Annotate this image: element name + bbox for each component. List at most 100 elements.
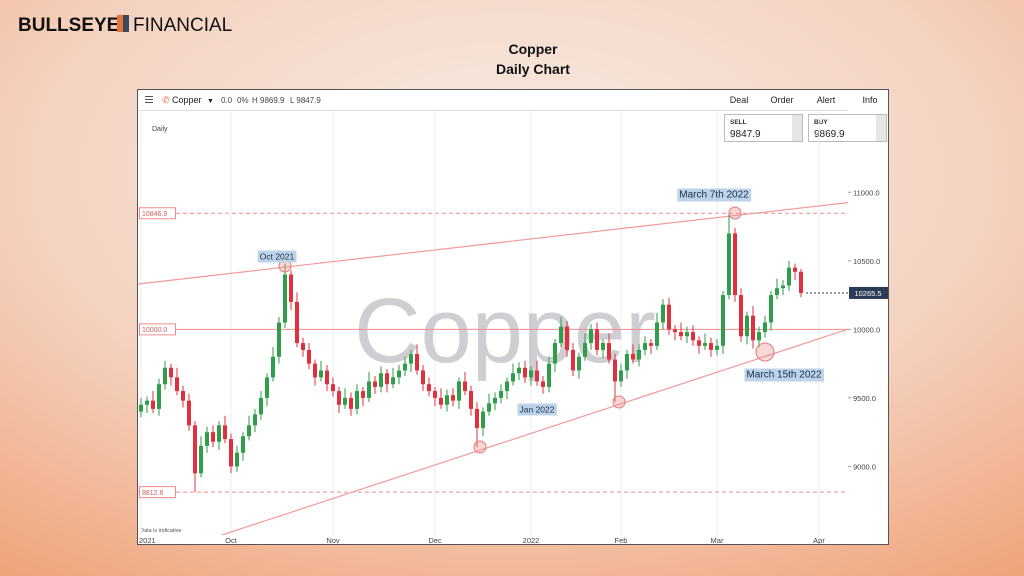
sell-label: SELL [730, 119, 747, 126]
brand-icon [123, 15, 129, 32]
candle-body [175, 377, 179, 392]
change: 0.0 [221, 96, 233, 105]
candle-body [511, 373, 515, 382]
candle-body [679, 332, 683, 337]
candle-body [481, 411, 485, 429]
last-price-label: 10265.5 [854, 289, 881, 298]
x-tick-label: 2022 [523, 536, 540, 545]
candle-body [241, 436, 245, 453]
candle-body [457, 381, 461, 401]
candle-body [691, 332, 695, 341]
x-tick-label: 2021 [139, 536, 156, 545]
candle-body [769, 295, 773, 323]
timeframe: Daily [152, 126, 168, 133]
candle-body [793, 267, 797, 272]
candle-body [349, 397, 353, 409]
candle-body [589, 329, 593, 344]
candle-body [643, 343, 647, 350]
sell-button[interactable]: SELL 9847.9 [724, 114, 803, 142]
candle-body [259, 397, 263, 415]
candle-body [715, 345, 719, 350]
candle-body [193, 425, 197, 474]
y-tick-label: 9000.0 [853, 462, 876, 471]
candle-body [217, 425, 221, 442]
trend-line [138, 201, 848, 285]
candle-body [439, 397, 443, 405]
annotation-box [744, 368, 824, 382]
candle-body [475, 408, 479, 429]
candle-body [343, 397, 347, 405]
candle-body [181, 391, 185, 401]
level-tag [139, 323, 176, 336]
candle-body [733, 233, 737, 296]
candle-body [151, 400, 155, 409]
candle-body [163, 367, 167, 385]
menu-item[interactable]: Order [770, 95, 793, 105]
candle-body [487, 403, 491, 412]
y-tick-label: 11000.0 [853, 188, 880, 197]
instrument-name[interactable]: Copper [172, 95, 202, 105]
menu-item[interactable]: Alert [817, 95, 836, 105]
candle-body [535, 370, 539, 382]
annotation-box [677, 188, 752, 202]
annotation: March 7th 2022 [679, 190, 749, 201]
candle-body [385, 373, 389, 385]
highlight [473, 440, 487, 454]
candle-body [625, 354, 629, 371]
candle-body [247, 425, 251, 437]
candles [139, 213, 803, 493]
candle-body [205, 432, 209, 446]
candle-body [307, 349, 311, 364]
menu-icon[interactable] [145, 96, 153, 103]
candle-body [331, 384, 335, 392]
candle-body [289, 274, 293, 302]
candle-body [403, 363, 407, 371]
candle-body [451, 395, 455, 401]
candle-body [229, 439, 233, 467]
level-tag [139, 486, 176, 499]
annotation: Oct 2021 [260, 252, 295, 262]
candle-body [169, 367, 173, 378]
candle-body [781, 285, 785, 289]
brand-suffix: FINANCIAL [133, 15, 232, 36]
candle-body [271, 356, 275, 378]
menu-item[interactable]: Info [862, 95, 877, 105]
brand-icon [117, 15, 123, 32]
highlight [728, 206, 742, 220]
menu-item[interactable]: Deal [730, 95, 749, 105]
candle-body [637, 349, 641, 360]
candle-body [631, 354, 635, 360]
buy-button[interactable]: BUY 9869.9 [808, 114, 887, 142]
candle-body [667, 304, 671, 330]
candle-body [721, 295, 725, 346]
annotation: Jan 2022 [520, 405, 555, 415]
dropdown-arrow[interactable]: ▼ [207, 98, 214, 105]
candle-body [427, 384, 431, 392]
candle-body [709, 343, 713, 350]
candle-body [253, 414, 257, 426]
candle-body [463, 381, 467, 392]
highlight [612, 395, 626, 409]
x-tick-label: Mar [711, 536, 724, 545]
y-tick-label: 9500.0 [853, 394, 876, 403]
candle-body [301, 343, 305, 350]
level-label: 10846.9 [142, 211, 167, 218]
candle-body [751, 315, 755, 341]
candle-body [577, 356, 581, 371]
candle-body [469, 391, 473, 409]
candle-body [583, 343, 587, 357]
candle-body [211, 432, 215, 442]
candle-body [661, 304, 665, 323]
candle-body [409, 354, 413, 364]
data-note: Data is indicative [140, 528, 182, 534]
candle-body [613, 359, 617, 382]
candle-body [559, 326, 563, 344]
level-tag [139, 207, 176, 220]
candle-body [295, 301, 299, 344]
annotation-box [517, 403, 557, 416]
brand-name: BULLSEYE [18, 15, 119, 36]
buy-label: BUY [814, 119, 828, 126]
x-tick-label: Apr [813, 536, 825, 545]
annotation-box [257, 250, 297, 263]
